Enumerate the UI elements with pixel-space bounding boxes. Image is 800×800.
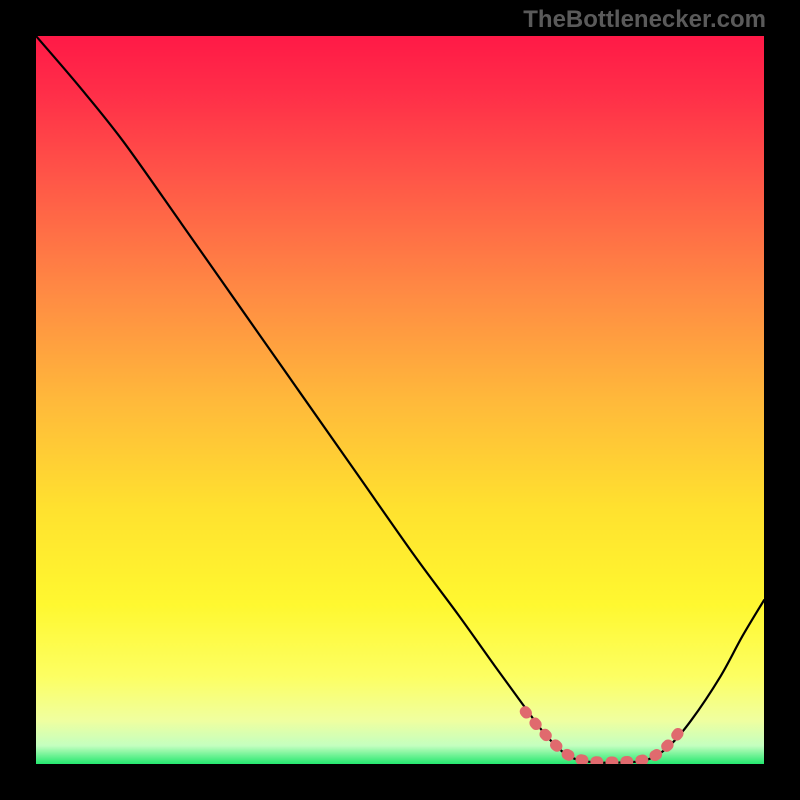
watermark-text: TheBottlenecker.com — [523, 6, 766, 34]
chart-overlay-svg — [36, 36, 764, 764]
optimal-range-marker — [525, 712, 684, 762]
bottleneck-curve — [36, 36, 764, 763]
